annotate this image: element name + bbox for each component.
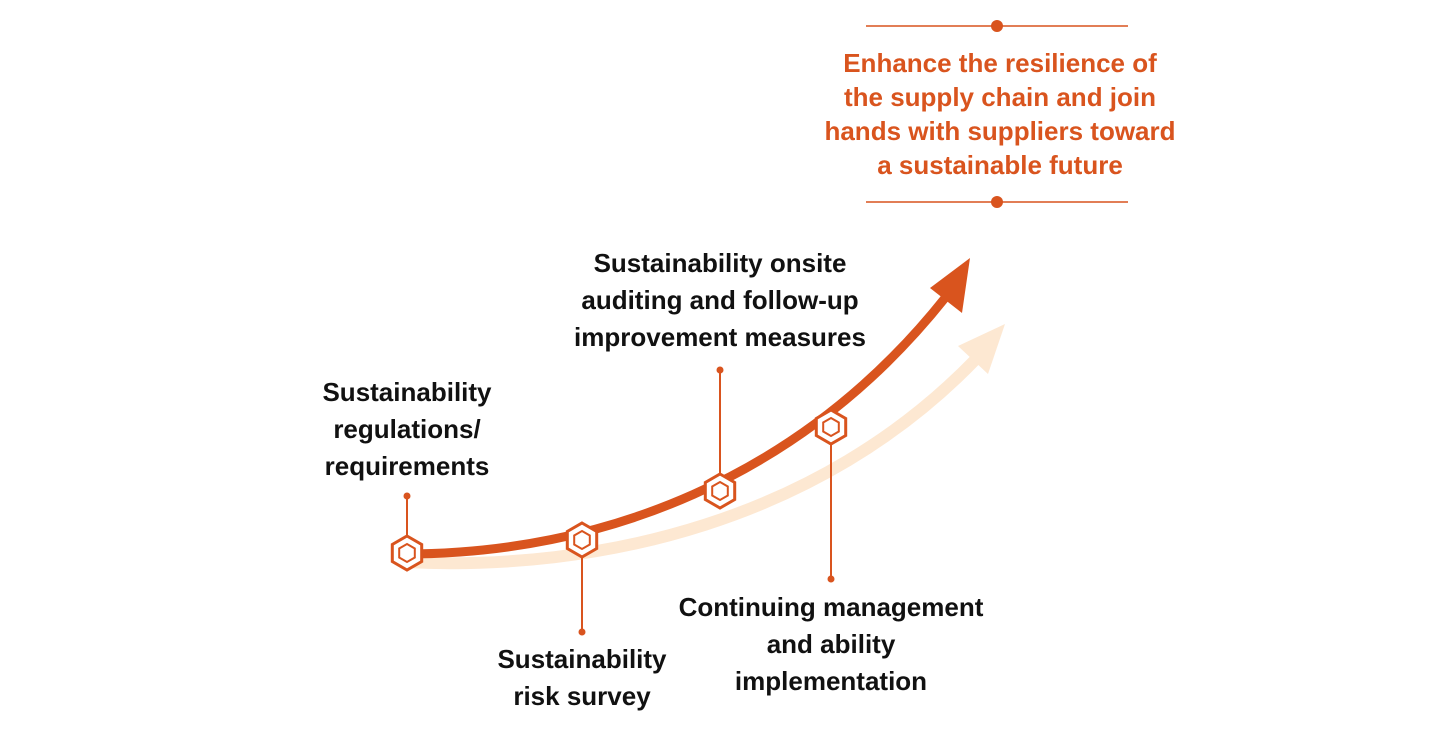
- goal-statement: Enhance the resilience of the supply cha…: [824, 48, 1176, 180]
- hexagon-node-icon: [814, 408, 848, 446]
- main-curve: [400, 293, 950, 559]
- milestone-continuing-management-label: Continuing management and ability implem…: [678, 592, 984, 696]
- hexagon-node-icon: [390, 534, 424, 572]
- background-arrow-head-icon: [958, 324, 1005, 374]
- connector-continuing-management: [827, 442, 835, 583]
- connector-regulations: [403, 492, 411, 538]
- milestone-regulations-label: Sustainability regulations/ requirements: [322, 377, 492, 481]
- milestone-onsite-auditing-label: Sustainability onsite auditing and follo…: [574, 248, 866, 352]
- goal-bottom-divider: [866, 196, 1128, 208]
- main-arrow-head-icon: [930, 258, 970, 313]
- background-curve: [399, 354, 981, 570]
- goal-top-divider: [866, 20, 1128, 32]
- connector-risk-survey: [578, 556, 586, 636]
- milestone-risk-survey-label: Sustainability risk survey: [497, 644, 667, 711]
- hexagon-node-icon: [565, 521, 599, 559]
- connector-onsite-auditing: [716, 366, 724, 476]
- hexagon-node-icon: [703, 472, 737, 510]
